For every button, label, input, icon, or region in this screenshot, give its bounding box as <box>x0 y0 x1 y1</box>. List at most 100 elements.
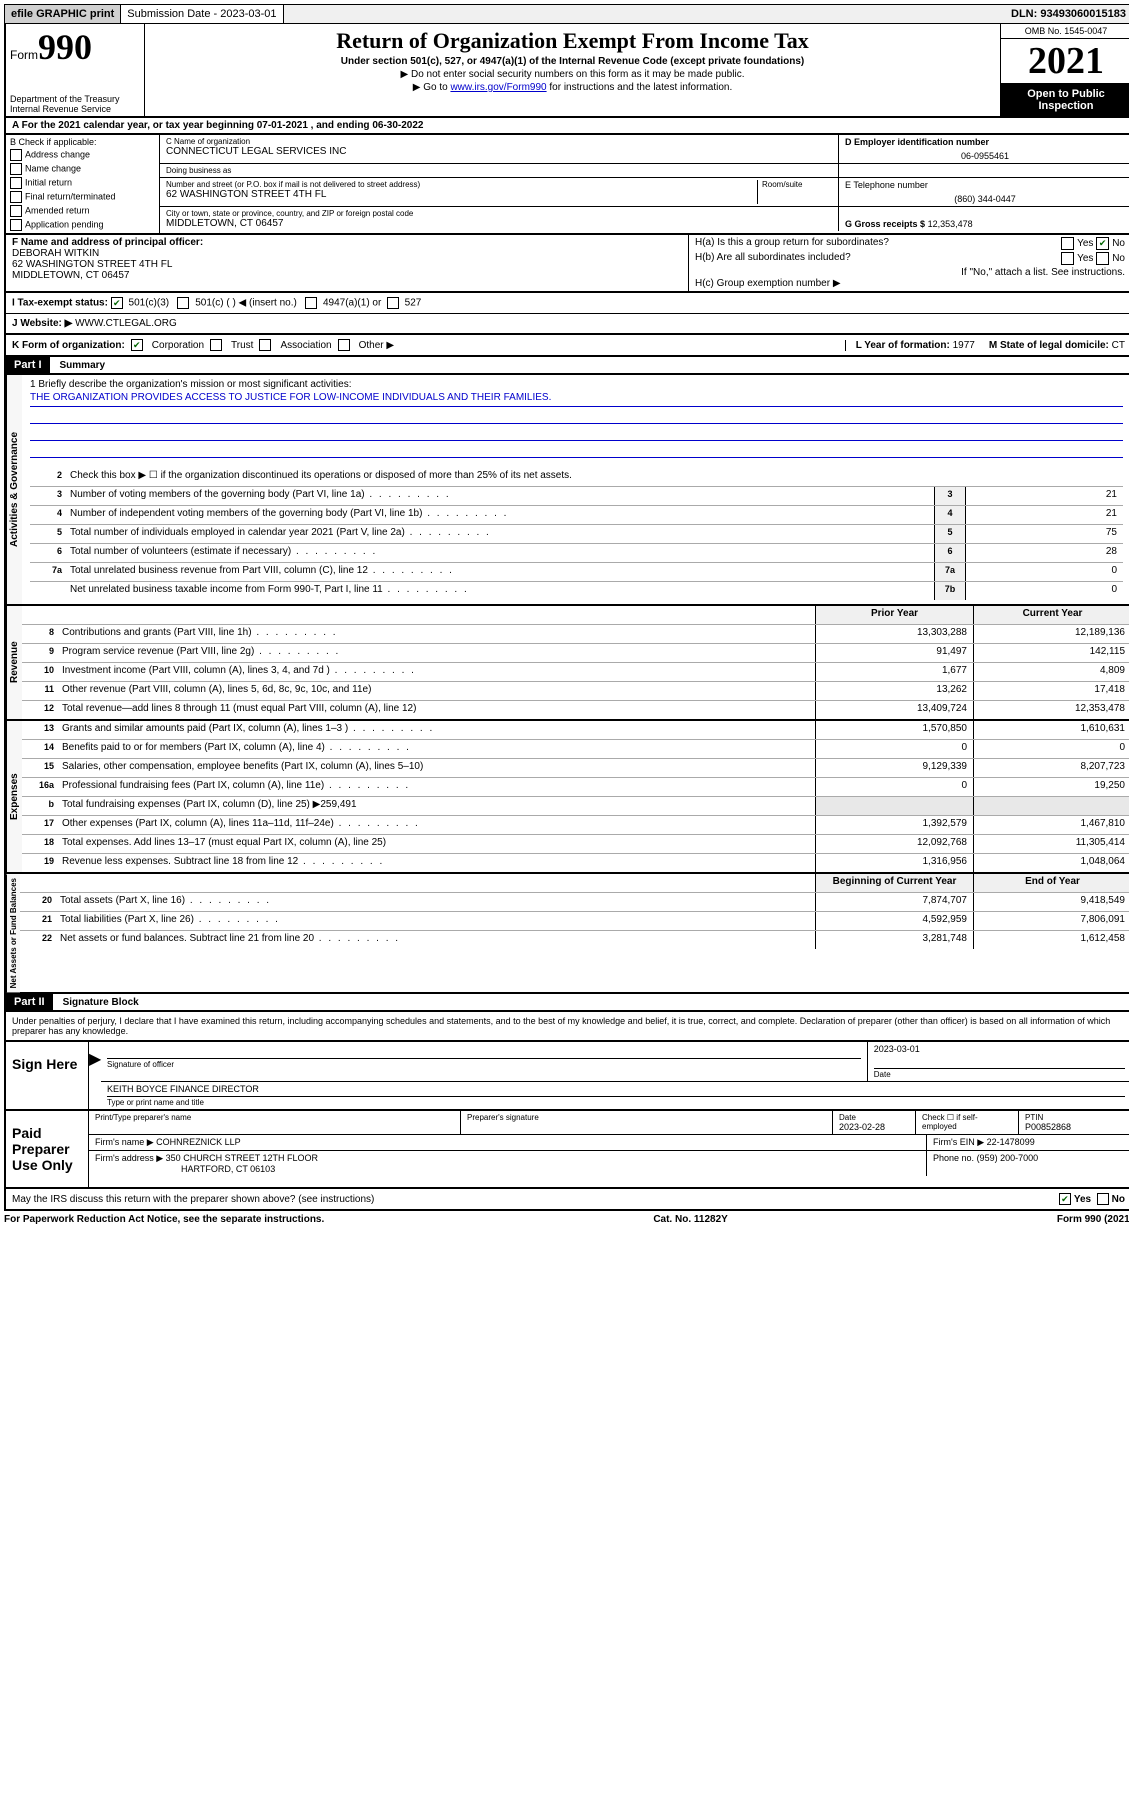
checkbox-name-change[interactable] <box>10 163 22 175</box>
form-org-corp[interactable] <box>131 339 143 351</box>
checkbox-app-pending[interactable] <box>10 219 22 231</box>
dln: DLN: 93493060015183 <box>1005 5 1129 23</box>
net-21-end: 7,806,091 <box>973 912 1129 930</box>
exp-15-curr: 8,207,723 <box>973 759 1129 777</box>
arrow-icon: ▶ <box>89 1042 101 1109</box>
irs-link[interactable]: www.irs.gov/Form990 <box>450 82 546 93</box>
submission-date: Submission Date - 2023-03-01 <box>121 5 283 23</box>
mission-text: THE ORGANIZATION PROVIDES ACCESS TO JUST… <box>30 392 1123 407</box>
exp-14-curr: 0 <box>973 740 1129 758</box>
section-fh: F Name and address of principal officer:… <box>4 235 1129 293</box>
exp-14-prior: 0 <box>815 740 973 758</box>
box-d: D Employer identification number 06-0955… <box>839 135 1129 163</box>
tax-status-501c[interactable] <box>177 297 189 309</box>
form-org-other[interactable] <box>338 339 350 351</box>
exp-15-prior: 9,129,339 <box>815 759 973 777</box>
checkbox-amended-return[interactable] <box>10 205 22 217</box>
net-22-end: 1,612,458 <box>973 931 1129 949</box>
discuss-yes[interactable] <box>1059 1193 1071 1205</box>
tax-status-527[interactable] <box>387 297 399 309</box>
checkbox-address-change[interactable] <box>10 149 22 161</box>
sign-here-section: Sign Here ▶ Signature of officer 2023-03… <box>4 1042 1129 1111</box>
firm-addr1: 350 CHURCH STREET 12TH FLOOR <box>166 1153 318 1163</box>
top-bar: efile GRAPHIC print Submission Date - 20… <box>4 4 1129 24</box>
discuss-no[interactable] <box>1097 1193 1109 1205</box>
rev-10-prior: 1,677 <box>815 663 973 681</box>
net-assets-section: Net Assets or Fund Balances Beginning of… <box>4 874 1129 994</box>
net-21-begin: 4,592,959 <box>815 912 973 930</box>
part-ii-header: Part II Signature Block <box>4 994 1129 1012</box>
officer-name: DEBORAH WITKIN <box>12 248 99 259</box>
firm-ein: 22-1478099 <box>987 1137 1035 1147</box>
row-klm: K Form of organization: Corporation Trus… <box>4 335 1129 357</box>
officer-addr2: MIDDLETOWN, CT 06457 <box>12 270 129 281</box>
revenue-section: Revenue Prior YearCurrent Year 8Contribu… <box>4 606 1129 721</box>
rev-10-curr: 4,809 <box>973 663 1129 681</box>
form-org-assoc[interactable] <box>259 339 271 351</box>
net-assets-label: Net Assets or Fund Balances <box>6 874 20 992</box>
val-7a: 0 <box>965 563 1123 581</box>
paid-preparer-label: Paid Preparer Use Only <box>6 1111 89 1187</box>
hb-yes[interactable] <box>1061 252 1074 265</box>
governance-section: Activities & Governance 1 Briefly descri… <box>4 375 1129 606</box>
label-org-name: C Name of organization <box>166 137 832 146</box>
omb-number: OMB No. 1545-0047 <box>1001 24 1129 39</box>
exp-16a-curr: 19,250 <box>973 778 1129 796</box>
part-i-header: Part I Summary <box>4 357 1129 375</box>
form-org-trust[interactable] <box>210 339 222 351</box>
firm-name: COHNREZNICK LLP <box>156 1137 241 1147</box>
ein-value: 06-0955461 <box>845 151 1125 161</box>
rev-8-prior: 13,303,288 <box>815 625 973 643</box>
form-number: Form990 <box>10 26 140 68</box>
expenses-label: Expenses <box>6 721 22 872</box>
footer-right: Form 990 (2021) <box>1057 1214 1129 1225</box>
footer-left: For Paperwork Reduction Act Notice, see … <box>4 1214 324 1225</box>
val-5: 75 <box>965 525 1123 543</box>
ha-yes[interactable] <box>1061 237 1074 250</box>
tax-status-501c3[interactable] <box>111 297 123 309</box>
mission-question: 1 Briefly describe the organization's mi… <box>30 379 1123 390</box>
rev-12-prior: 13,409,724 <box>815 701 973 719</box>
val-7b: 0 <box>965 582 1123 600</box>
exp-13-curr: 1,610,631 <box>973 721 1129 739</box>
officer-addr1: 62 WASHINGTON STREET 4TH FL <box>12 259 172 270</box>
label-street: Number and street (or P.O. box if mail i… <box>166 180 757 189</box>
checkbox-final-return[interactable] <box>10 191 22 203</box>
net-20-begin: 7,874,707 <box>815 893 973 911</box>
row-j-label: J Website: ▶ <box>12 318 72 329</box>
val-6: 28 <box>965 544 1123 562</box>
checkbox-initial-return[interactable] <box>10 177 22 189</box>
firm-addr2: HARTFORD, CT 06103 <box>181 1164 275 1174</box>
exp-13-prior: 1,570,850 <box>815 721 973 739</box>
rev-11-curr: 17,418 <box>973 682 1129 700</box>
exp-17-curr: 1,467,810 <box>973 816 1129 834</box>
form-header: Form990 Department of the Treasury Inter… <box>4 24 1129 118</box>
ha-no[interactable] <box>1096 237 1109 250</box>
tax-year: 2021 <box>1001 39 1129 84</box>
val-4: 21 <box>965 506 1123 524</box>
box-f: F Name and address of principal officer:… <box>6 235 689 291</box>
preparer-date: 2023-02-28 <box>839 1122 909 1132</box>
net-20-end: 9,418,549 <box>973 893 1129 911</box>
label-city: City or town, state or province, country… <box>166 209 832 218</box>
street-value: 62 WASHINGTON STREET 4TH FL <box>166 189 757 200</box>
paid-preparer-section: Paid Preparer Use Only Print/Type prepar… <box>4 1111 1129 1189</box>
rev-8-curr: 12,189,136 <box>973 625 1129 643</box>
expenses-section: Expenses 13Grants and similar amounts pa… <box>4 721 1129 874</box>
net-22-begin: 3,281,748 <box>815 931 973 949</box>
sign-here-label: Sign Here <box>6 1042 89 1109</box>
form-title: Return of Organization Exempt From Incom… <box>149 28 996 54</box>
box-g: G Gross receipts $ 12,353,478 <box>839 207 1129 231</box>
row-i-label: I Tax-exempt status: <box>12 298 108 309</box>
sign-date: 2023-03-01 <box>874 1044 1125 1054</box>
hb-no[interactable] <box>1096 252 1109 265</box>
efile-print-button[interactable]: efile GRAPHIC print <box>5 5 121 23</box>
tax-status-4947[interactable] <box>305 297 317 309</box>
exp-19-curr: 1,048,064 <box>973 854 1129 872</box>
rev-11-prior: 13,262 <box>815 682 973 700</box>
department: Department of the Treasury Internal Reve… <box>10 94 140 114</box>
footer-mid: Cat. No. 11282Y <box>653 1214 727 1225</box>
governance-label: Activities & Governance <box>6 375 22 604</box>
state-domicile: CT <box>1112 340 1125 351</box>
section-ij: I Tax-exempt status: 501(c)(3) 501(c) ( … <box>4 293 1129 335</box>
